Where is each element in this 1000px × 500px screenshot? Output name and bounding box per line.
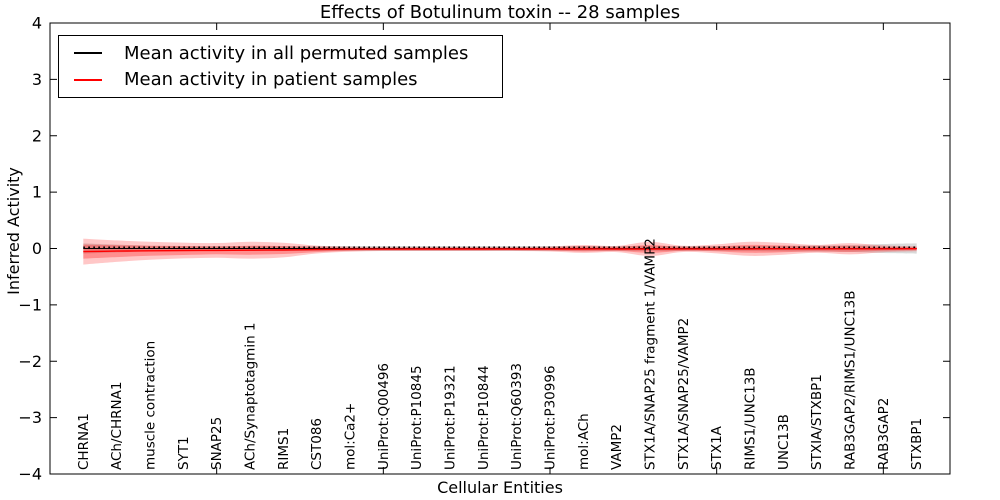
legend-line-sample-red <box>74 78 102 81</box>
x-category-label: STX1A/SNAP25/VAMP2 <box>676 318 692 470</box>
legend-line-sample-black <box>74 52 102 55</box>
y-tick-label: −3 <box>18 408 42 427</box>
x-category-label: ACh/CHRNA1 <box>109 382 125 470</box>
x-category-label: UniProt:P19321 <box>443 365 459 470</box>
y-tick-label: 4 <box>32 14 42 33</box>
y-tick-label: 2 <box>32 126 42 145</box>
x-category-label: STX1A/SNAP25 fragment 1/VAMP2 <box>643 238 659 470</box>
legend: Mean activity in all permuted samples Me… <box>58 35 503 98</box>
confidence-band-patient-outer <box>83 238 917 265</box>
y-tick-label: −4 <box>18 465 42 484</box>
chart-title: Effects of Botulinum toxin -- 28 samples <box>319 2 681 23</box>
x-axis-label: Cellular Entities <box>437 478 563 497</box>
x-category-label: UniProt:P10844 <box>476 365 492 470</box>
x-category-label: STX1A <box>709 425 725 470</box>
x-category-labels: CHRNA1 ACh/CHRNA1 muscle contraction SYT1 SN… <box>76 238 925 470</box>
x-category-label: CST086 <box>309 418 325 470</box>
x-category-label: SNAP25 <box>209 417 225 470</box>
x-category-label: UNC13B <box>776 414 792 470</box>
y-tick-label: 1 <box>32 183 42 202</box>
patient-mean-line <box>83 248 917 253</box>
x-category-label: UniProt:P30996 <box>543 365 559 470</box>
x-axis-ticks <box>216 23 884 474</box>
y-tick-label: 0 <box>32 239 42 258</box>
x-category-label: RAB3GAP2/RIMS1/UNC13B <box>843 291 859 470</box>
x-category-label: mol:Ca2+ <box>343 403 359 470</box>
x-category-label: VAMP2 <box>609 424 625 470</box>
x-category-label: RAB3GAP2 <box>876 398 892 470</box>
x-category-label: RIMS1/UNC13B <box>743 367 759 470</box>
x-category-label: UniProt:Q00496 <box>376 363 392 470</box>
y-axis-ticks: 4 3 2 1 0 −1 −2 −3 −4 <box>18 14 950 484</box>
x-category-label: SYT1 <box>176 436 192 470</box>
x-category-label: CHRNA1 <box>76 413 92 470</box>
x-category-label: muscle contraction <box>143 341 159 470</box>
legend-entry-patient: Mean activity in patient samples <box>59 67 502 93</box>
x-category-label: mol:ACh <box>576 413 592 470</box>
x-category-label: STXBP1 <box>909 418 925 470</box>
x-category-label: STXIA/STXBP1 <box>809 374 825 470</box>
x-category-label: ACh/Synaptotagmin 1 <box>243 322 259 470</box>
x-category-label: UniProt:P10845 <box>409 365 425 470</box>
y-tick-label: 3 <box>32 70 42 89</box>
y-axis-label: Inferred Activity <box>4 167 23 295</box>
y-tick-label: −2 <box>18 352 42 371</box>
y-tick-label: −1 <box>18 295 42 314</box>
legend-entry-permuted: Mean activity in all permuted samples <box>59 40 502 66</box>
legend-label: Mean activity in all permuted samples <box>124 42 469 64</box>
x-category-label: UniProt:Q60393 <box>509 363 525 470</box>
legend-label: Mean activity in patient samples <box>124 69 418 91</box>
x-category-label: RIMS1 <box>276 428 292 470</box>
